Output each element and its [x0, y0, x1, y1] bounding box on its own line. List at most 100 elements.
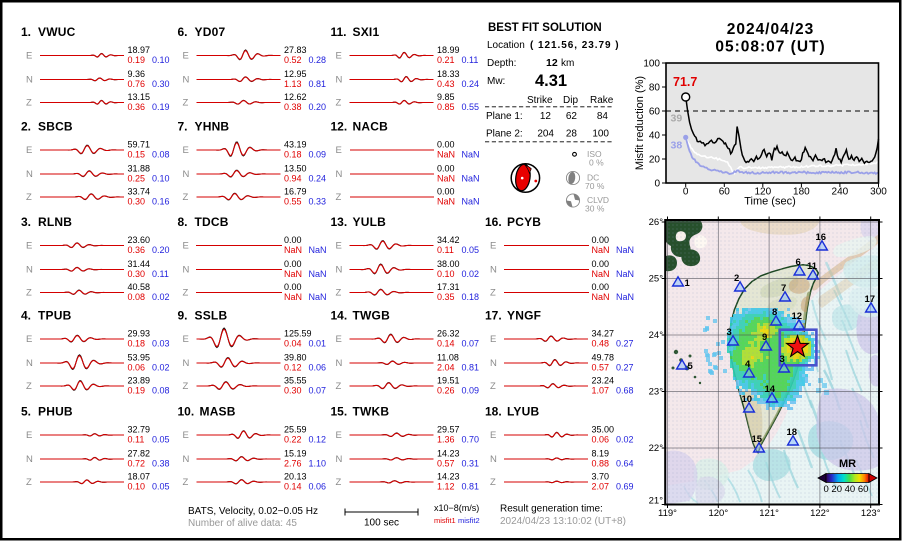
svg-text:SBCB: SBCB	[38, 120, 73, 134]
svg-text:0.19: 0.19	[128, 55, 146, 65]
svg-text:0.07: 0.07	[462, 339, 480, 349]
svg-text:0.02: 0.02	[152, 363, 170, 373]
svg-text:4: 4	[745, 359, 751, 370]
svg-text:Z: Z	[183, 381, 189, 392]
svg-text:0.15: 0.15	[128, 150, 146, 160]
svg-text:7: 7	[781, 283, 786, 294]
svg-text:Rake: Rake	[590, 95, 614, 106]
svg-text:E: E	[183, 145, 189, 156]
svg-text:18.07: 18.07	[128, 472, 151, 482]
svg-text:3: 3	[727, 327, 732, 338]
svg-text:PHUB: PHUB	[38, 405, 73, 419]
svg-text:N: N	[336, 454, 343, 465]
svg-text:YNGF: YNGF	[507, 309, 541, 323]
svg-text:125.59: 125.59	[284, 329, 312, 339]
svg-text:E: E	[183, 241, 189, 252]
svg-text:Misfit reduction (%): Misfit reduction (%)	[634, 76, 646, 170]
svg-text:29.57: 29.57	[437, 425, 460, 435]
svg-text:0.88: 0.88	[592, 459, 610, 469]
svg-text:DC: DC	[587, 173, 599, 183]
svg-text:Number of alive data: 45: Number of alive data: 45	[188, 518, 297, 529]
svg-text:0.00: 0.00	[592, 282, 610, 292]
svg-text:3.: 3.	[21, 215, 31, 229]
svg-text:14.23: 14.23	[437, 449, 460, 459]
svg-text:34.27: 34.27	[592, 329, 615, 339]
svg-text:NaN: NaN	[592, 292, 610, 302]
svg-text:2.07: 2.07	[592, 482, 610, 492]
svg-text:Z: Z	[183, 192, 189, 203]
svg-text:NaN: NaN	[616, 269, 634, 279]
svg-text:0.26: 0.26	[437, 386, 455, 396]
svg-text:E: E	[490, 241, 496, 252]
svg-text:38.00: 38.00	[437, 259, 460, 269]
svg-text:0.14: 0.14	[284, 482, 302, 492]
svg-text:80: 80	[649, 83, 661, 94]
svg-text:0.70: 0.70	[462, 435, 480, 445]
svg-text:ISO: ISO	[587, 149, 602, 159]
svg-text:0.00: 0.00	[437, 164, 455, 174]
svg-text:49.78: 49.78	[592, 353, 615, 363]
svg-text:( 121.56, 23.79 ): ( 121.56, 23.79 )	[530, 40, 620, 51]
svg-text:29.93: 29.93	[128, 329, 151, 339]
svg-text:0.11: 0.11	[152, 269, 169, 279]
svg-text:SXI1: SXI1	[353, 25, 380, 39]
svg-text:0.30: 0.30	[152, 79, 170, 89]
svg-text:16.: 16.	[485, 215, 502, 229]
svg-text:N: N	[490, 265, 497, 276]
svg-text:0.48: 0.48	[592, 339, 610, 349]
svg-text:5.: 5.	[21, 405, 31, 419]
svg-text:71.7: 71.7	[673, 75, 697, 89]
svg-text:35.55: 35.55	[284, 376, 307, 386]
svg-text:0.16: 0.16	[152, 197, 170, 207]
svg-text:9.85: 9.85	[437, 92, 455, 102]
svg-text:0.18: 0.18	[462, 292, 480, 302]
svg-text:10: 10	[742, 394, 753, 405]
svg-text:0.04: 0.04	[284, 339, 302, 349]
svg-text:300: 300	[870, 187, 887, 198]
svg-text:1.: 1.	[21, 25, 31, 39]
svg-text:123°: 123°	[861, 508, 881, 519]
svg-text:Depth:: Depth:	[487, 58, 516, 69]
svg-text:2024/04/23 13:10:02 (UT+8): 2024/04/23 13:10:02 (UT+8)	[500, 516, 626, 527]
svg-text:0.28: 0.28	[309, 55, 327, 65]
svg-text:0.30: 0.30	[128, 269, 146, 279]
svg-text:NaN: NaN	[437, 150, 455, 160]
svg-text:0.68: 0.68	[616, 386, 634, 396]
svg-text:0.94: 0.94	[284, 174, 302, 184]
svg-text:0.09: 0.09	[309, 150, 327, 160]
svg-text:2.04: 2.04	[437, 363, 455, 373]
svg-text:E: E	[26, 334, 32, 345]
svg-text:16.79: 16.79	[284, 187, 307, 197]
svg-text:120°: 120°	[708, 508, 728, 519]
svg-text:9.: 9.	[178, 309, 188, 323]
svg-text:28: 28	[566, 129, 578, 140]
svg-text:19.51: 19.51	[437, 376, 460, 386]
svg-text:12: 12	[792, 311, 803, 322]
svg-text:Z: Z	[490, 381, 496, 392]
svg-text:NaN: NaN	[309, 245, 327, 255]
svg-text:122°: 122°	[810, 508, 830, 519]
svg-text:0.10: 0.10	[152, 174, 170, 184]
svg-text:23.89: 23.89	[128, 376, 151, 386]
svg-text:18.: 18.	[485, 405, 502, 419]
svg-text:27.82: 27.82	[128, 449, 151, 459]
svg-text:11.: 11.	[331, 25, 347, 39]
svg-text:Z: Z	[490, 477, 496, 488]
svg-text:14.: 14.	[331, 309, 348, 323]
svg-text:0.01: 0.01	[309, 339, 327, 349]
svg-text:0.00: 0.00	[437, 140, 455, 150]
svg-text:Z: Z	[336, 192, 342, 203]
svg-text:Z: Z	[336, 381, 342, 392]
svg-text:0.38: 0.38	[152, 459, 170, 469]
svg-text:8: 8	[772, 307, 777, 318]
svg-text:0.05: 0.05	[152, 482, 170, 492]
svg-text:0.12: 0.12	[284, 363, 302, 373]
svg-text:32.79: 32.79	[128, 425, 151, 435]
svg-text:E: E	[336, 51, 342, 62]
svg-text:NaN: NaN	[437, 197, 455, 207]
svg-text:0.20: 0.20	[309, 102, 327, 112]
svg-text:0.11: 0.11	[437, 245, 454, 255]
svg-text:0.06: 0.06	[592, 435, 610, 445]
svg-text:Z: Z	[26, 477, 32, 488]
svg-text:NaN: NaN	[284, 292, 302, 302]
